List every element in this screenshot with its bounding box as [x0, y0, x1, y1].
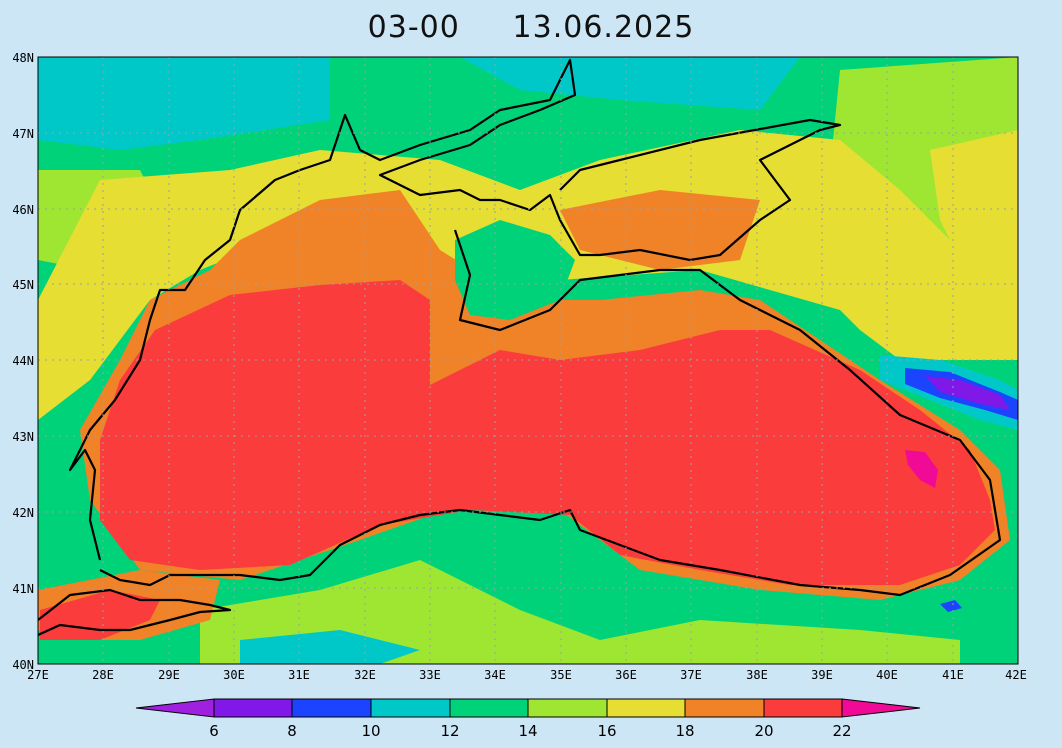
colorbar-label: 6: [209, 722, 219, 740]
region-cool-azov-north: [460, 57, 800, 110]
colorbar-label: 18: [675, 722, 694, 740]
colorbar-label: 20: [754, 722, 773, 740]
lat-tick-40n: 40N: [12, 658, 34, 672]
lon-tick-39e: 39E: [811, 668, 833, 682]
colorbar-swatch: [449, 698, 529, 718]
sst-field: [38, 57, 1018, 664]
lat-tick-45n: 45N: [12, 278, 34, 292]
region-orange-azov: [560, 190, 760, 270]
lon-tick-29e: 29E: [158, 668, 180, 682]
region-crimea: [455, 220, 575, 320]
lon-tick-40e: 40E: [876, 668, 898, 682]
lat-tick-42n: 42N: [12, 506, 34, 520]
colorbar-swatch: [213, 698, 293, 718]
colorbar-label: 10: [361, 722, 380, 740]
lat-tick-46n: 46N: [12, 203, 34, 217]
map-frame: [37, 56, 1019, 665]
colorbar-swatch: [763, 698, 843, 718]
colorbar-label: 22: [832, 722, 851, 740]
lat-tick-47n: 47N: [12, 127, 34, 141]
region-red-marmara: [40, 590, 160, 640]
lon-axis: 27E 28E 29E 30E 31E 32E 33E 34E 35E 36E …: [27, 668, 1027, 682]
colorbar-arrow-low: [135, 698, 215, 718]
lon-tick-33e: 33E: [419, 668, 441, 682]
title-date: 13.06.2025: [512, 10, 695, 45]
coastline: [38, 58, 1002, 637]
region-yellow-caucasus: [930, 130, 1018, 300]
colorbar-swatch: [527, 698, 608, 718]
lon-tick-30e: 30E: [223, 668, 245, 682]
lat-axis: 48N 47N 46N 45N 44N 43N 42N 41N 40N: [12, 51, 34, 672]
lat-tick-44n: 44N: [12, 354, 34, 368]
lon-tick-31e: 31E: [288, 668, 310, 682]
colorbar-swatch: [684, 698, 765, 718]
region-blue-spot-south: [940, 600, 962, 612]
colorbar-swatch: [291, 698, 372, 718]
lon-tick-37e: 37E: [680, 668, 702, 682]
lon-tick-42e: 42E: [1005, 668, 1027, 682]
lon-tick-34e: 34E: [484, 668, 506, 682]
lat-tick-41n: 41N: [12, 582, 34, 596]
region-lime-south: [200, 560, 960, 664]
lon-tick-41e: 41E: [942, 668, 964, 682]
region-cool-south: [240, 630, 420, 664]
region-cool-north: [38, 57, 330, 150]
region-magenta-spot: [905, 450, 938, 488]
colorbar-swatch: [370, 698, 451, 718]
colorbar: 6 8 10 12 14 16 18 20 22: [135, 698, 921, 740]
lon-tick-27e: 27E: [27, 668, 49, 682]
colorbar-label: 16: [597, 722, 616, 740]
map-title: 03-00 13.06.2025: [0, 10, 1062, 45]
lon-tick-38e: 38E: [746, 668, 768, 682]
lon-tick-32e: 32E: [354, 668, 376, 682]
colorbar-label: 12: [440, 722, 459, 740]
region-purple-east: [925, 376, 1010, 410]
lon-tick-28e: 28E: [92, 668, 114, 682]
lat-tick-48n: 48N: [12, 51, 34, 65]
lon-tick-36e: 36E: [615, 668, 637, 682]
title-time: 03-00: [367, 10, 460, 45]
lon-tick-35e: 35E: [550, 668, 572, 682]
colorbar-label: 8: [287, 722, 297, 740]
lat-tick-43n: 43N: [12, 430, 34, 444]
region-red-core: [100, 280, 995, 585]
gridlines: [38, 57, 1018, 664]
colorbar-arrow-high: [841, 698, 921, 718]
colorbar-swatch: [606, 698, 686, 718]
colorbar-label: 14: [518, 722, 537, 740]
